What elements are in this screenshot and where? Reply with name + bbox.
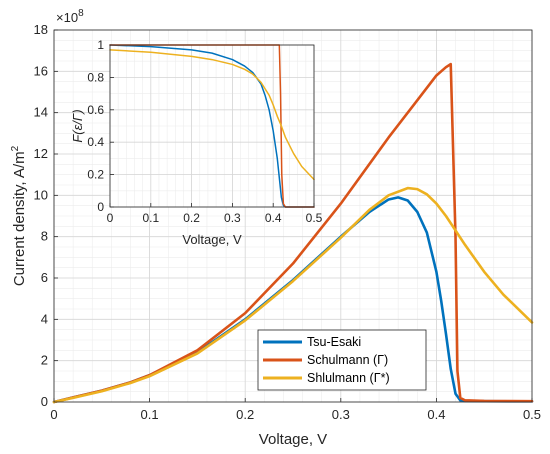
x-tick-label: 0.4 xyxy=(427,407,445,422)
inset-axes-box xyxy=(109,44,315,208)
y-tick-label: 10 xyxy=(34,187,48,202)
x-tick-label: 0.5 xyxy=(523,407,541,422)
legend: Tsu-Esaki Schulmann (Γ) Shlulmann (Γ*) xyxy=(257,329,427,391)
legend-label-tsu-esaki: Tsu-Esaki xyxy=(307,335,361,349)
main-series-group xyxy=(52,62,534,404)
y-tick-label: 0 xyxy=(97,200,104,214)
y-tick-label: 4 xyxy=(41,311,48,326)
y-tick-label: 1 xyxy=(97,38,104,52)
y-tick-label: 14 xyxy=(34,105,48,120)
main-y-axis-label: Current density, A/m2 xyxy=(10,145,28,286)
y-tick-label: 12 xyxy=(34,146,48,161)
y-tick-label: 8 xyxy=(41,229,48,244)
main-y-tick-labels: 0 2 4 6 8 10 12 14 16 18 xyxy=(34,22,48,409)
main-x-tick-labels: 0 0.1 0.2 0.3 0.4 0.5 xyxy=(50,407,541,422)
series-line-shlulmann xyxy=(52,186,534,404)
y-tick-label: 18 xyxy=(34,22,48,37)
inset-x-tick-labels: 0 0.1 0.2 0.3 0.4 0.5 xyxy=(107,211,323,225)
x-tick-label: 0.5 xyxy=(306,211,323,225)
y-tick-label: 0.8 xyxy=(87,70,104,84)
series-line-tsu-esaki xyxy=(109,44,315,208)
inset-y-tick-labels: 0 0.2 0.4 0.6 0.8 1 xyxy=(87,38,104,214)
x-tick-label: 0.1 xyxy=(141,407,159,422)
inset-x-axis-label: Voltage, V xyxy=(182,232,242,247)
x-tick-label: 0.1 xyxy=(142,211,159,225)
main-y-axis-label-text: Current density, A/m xyxy=(11,151,28,286)
y-tick-label: 0 xyxy=(41,394,48,409)
y-tick-label: 6 xyxy=(41,270,48,285)
x-tick-label: 0.3 xyxy=(224,211,241,225)
legend-label-shlulmann: Shlulmann (Γ*) xyxy=(307,371,390,385)
main-y-axis-label-sup: 2 xyxy=(10,145,21,151)
main-axes-box xyxy=(53,29,533,403)
main-x-axis-label: Voltage, V xyxy=(259,431,327,448)
x-tick-label: 0 xyxy=(107,211,114,225)
y-tick-label: 2 xyxy=(41,353,48,368)
y-tick-label: 16 xyxy=(34,63,48,78)
inset-axes: 0 0.1 0.2 0.3 0.4 0.5 0 0.2 0.4 0.6 0.8 1 Voltage,… xyxy=(70,38,323,247)
y-exponent-power: 8 xyxy=(78,8,84,19)
x-tick-label: 0.2 xyxy=(183,211,200,225)
inset-y-axis-label: F(ε/Γ) xyxy=(70,109,85,142)
x-tick-label: 0.3 xyxy=(332,407,350,422)
legend-label-schulmann: Schulmann (Γ) xyxy=(307,353,388,367)
series-line-shlulmann xyxy=(109,49,315,181)
y-tick-label: 0.4 xyxy=(87,135,104,149)
x-tick-label: 0.2 xyxy=(236,407,254,422)
x-tick-label: 0 xyxy=(50,407,57,422)
x-tick-label: 0.4 xyxy=(265,211,282,225)
y-tick-label: 0.6 xyxy=(87,103,104,117)
y-tick-label: 0.2 xyxy=(87,168,104,182)
y-exponent-base: ×10 xyxy=(56,10,78,25)
y-exponent-multiplier: ×108 xyxy=(56,8,84,25)
